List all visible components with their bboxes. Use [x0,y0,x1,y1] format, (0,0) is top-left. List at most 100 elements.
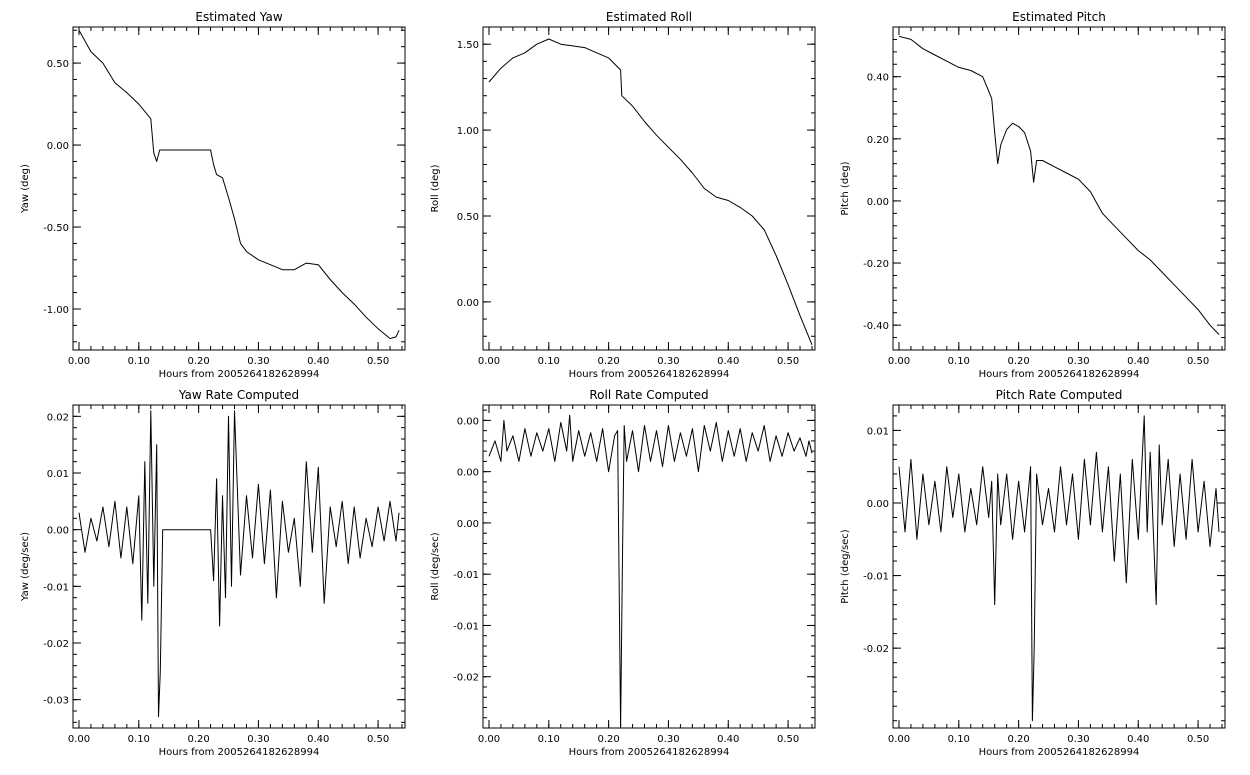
x-tick-label: 0.30 [247,734,269,745]
x-axis-label: Hours from 2005264182628994 [979,369,1140,380]
x-tick-label: 0.40 [717,356,739,367]
series-line-1 [898,35,1220,335]
x-axis-label: Hours from 2005264182628994 [159,369,320,380]
x-tick-label: 0.10 [948,356,970,367]
y-tick-label: 0.01 [47,469,69,480]
x-tick-label: 0.50 [367,356,389,367]
y-tick-label: 1.50 [457,40,479,51]
x-tick-label: 0.30 [657,734,679,745]
series-line-1 [78,30,400,339]
y-tick-label: -0.03 [43,696,69,707]
chart-title: Estimated Pitch [1012,10,1106,24]
y-tick-label: 0.00 [47,141,69,152]
x-tick-label: 0.10 [538,734,560,745]
x-tick-label: 0.30 [657,356,679,367]
chart-panel-6: Pitch Rate Computed Hours from 2005264182… [840,388,1226,758]
chart-panel-3: Estimated Pitch Hours from 20052641826289… [840,10,1226,380]
y-tick-label: 0.50 [457,212,479,223]
y-tick-label: -0.40 [863,321,889,332]
plot-frame [892,26,1226,351]
x-tick-label: 0.50 [777,734,799,745]
x-tick-label: 0.10 [128,356,150,367]
x-tick-label: 0.50 [1187,734,1209,745]
chart-title: Yaw Rate Computed [178,388,299,402]
x-axis-label: Hours from 2005264182628994 [569,747,730,758]
x-tick-label: 0.30 [247,356,269,367]
x-tick-label: 0.40 [1127,734,1149,745]
series-line-1 [898,415,1220,722]
chart-title: Estimated Roll [606,10,692,24]
y-axis-label: Roll (deg) [430,164,441,212]
x-tick-label: 0.00 [478,734,500,745]
chart-title: Roll Rate Computed [589,388,708,402]
series-line-1 [78,410,400,718]
y-axis-label: Pitch (deg) [840,161,851,215]
y-axis-label: Yaw (deg) [20,164,31,214]
x-tick-label: 0.00 [888,356,910,367]
plot-frame [482,26,816,351]
y-tick-label: -0.02 [863,644,889,655]
y-axis-label: Roll (deg/sec) [430,532,441,600]
x-tick-label: 0.20 [187,734,209,745]
y-tick-label: 0.00 [457,416,479,427]
y-tick-label: 0.02 [47,412,69,423]
y-tick-label: 0.00 [47,526,69,537]
x-tick-label: 0.40 [717,734,739,745]
y-tick-label: 0.20 [867,135,889,146]
y-tick-label: 1.00 [457,126,479,137]
chart-panel-1: Estimated Yaw Hours from 2005264182628994… [20,10,406,380]
y-tick-label: 0.00 [457,468,479,479]
x-tick-label: 0.30 [1067,734,1089,745]
chart-panel-5: Roll Rate Computed Hours from 20052641826… [430,388,816,758]
series-line-1 [488,414,813,729]
x-axis-label: Hours from 2005264182628994 [569,369,730,380]
x-axis-label: Hours from 2005264182628994 [159,747,320,758]
x-tick-label: 0.40 [307,356,329,367]
x-tick-label: 0.10 [538,356,560,367]
chart-title: Estimated Yaw [195,10,282,24]
y-tick-label: -1.00 [43,305,69,316]
x-tick-label: 0.20 [187,356,209,367]
x-tick-label: 0.50 [777,356,799,367]
y-axis-label: Yaw (deg/sec) [20,532,31,602]
y-tick-label: -0.01 [43,582,69,593]
y-tick-label: 0.00 [457,298,479,309]
plot-frame [72,26,406,351]
x-tick-label: 0.20 [597,356,619,367]
x-tick-label: 0.00 [68,734,90,745]
x-tick-label: 0.20 [1007,356,1029,367]
x-tick-label: 0.00 [478,356,500,367]
y-tick-label: 0.50 [47,59,69,70]
y-tick-label: -0.50 [43,223,69,234]
x-tick-label: 0.10 [948,734,970,745]
y-tick-label: 0.01 [867,426,889,437]
x-tick-label: 0.30 [1067,356,1089,367]
chart-panel-4: Yaw Rate Computed Hours from 200526418262… [20,388,406,758]
plot-frame [72,404,406,729]
y-tick-label: -0.20 [863,259,889,270]
y-tick-label: -0.02 [43,639,69,650]
y-tick-label: 0.00 [457,519,479,530]
y-tick-label: -0.01 [453,570,479,581]
x-tick-label: 0.20 [597,734,619,745]
y-tick-label: -0.01 [863,572,889,583]
series-line-1 [488,38,813,345]
y-tick-label: -0.01 [453,621,479,632]
x-tick-label: 0.50 [367,734,389,745]
y-tick-label: 0.00 [867,197,889,208]
x-tick-label: 0.40 [307,734,329,745]
x-tick-label: 0.20 [1007,734,1029,745]
plot-frame [482,404,816,729]
y-tick-label: 0.40 [867,73,889,84]
plot-frame [892,404,1226,729]
chart-title: Pitch Rate Computed [996,388,1123,402]
y-tick-label: -0.02 [453,673,479,684]
chart-panel-2: Estimated Roll Hours from 200526418262899… [430,10,816,380]
x-axis-label: Hours from 2005264182628994 [979,747,1140,758]
x-tick-label: 0.00 [888,734,910,745]
x-tick-label: 0.00 [68,356,90,367]
x-tick-label: 0.50 [1187,356,1209,367]
x-tick-label: 0.10 [128,734,150,745]
y-axis-label: Pitch (deg/sec) [840,529,851,604]
